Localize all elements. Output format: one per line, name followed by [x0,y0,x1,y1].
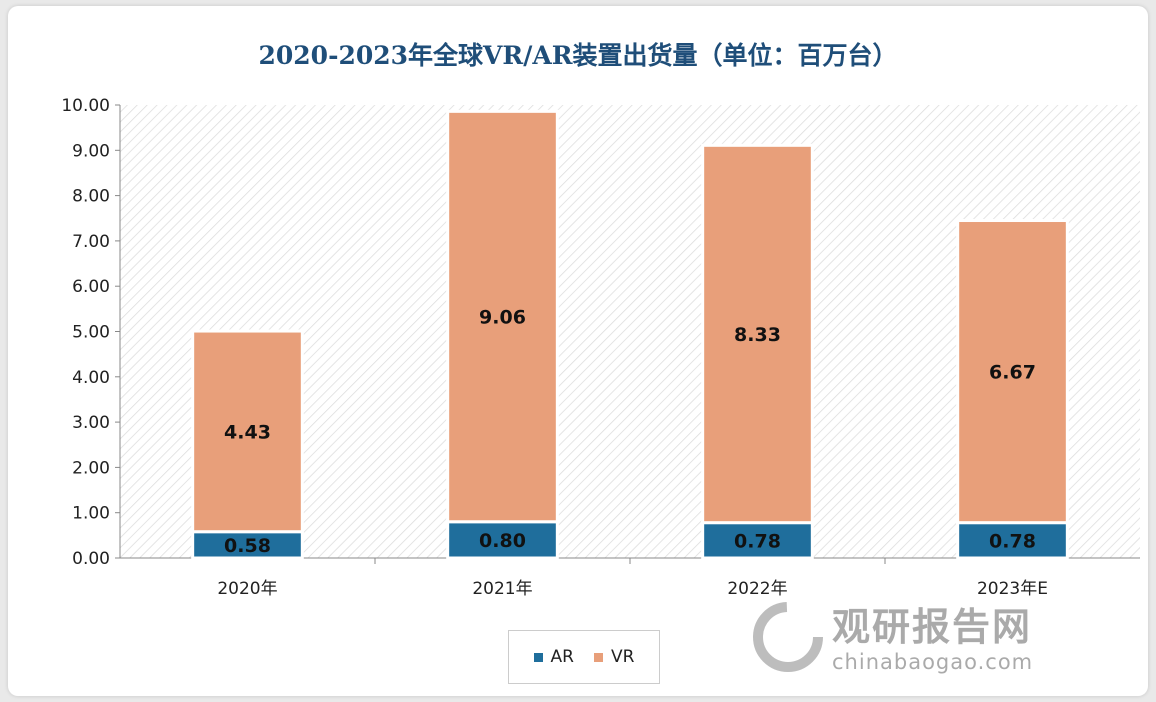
y-tick-label: 1.00 [72,504,110,524]
stacked-bar-chart: 0.00 1.00 2.00 3.00 4.00 5.00 6.00 7.00 8.00 9.00… [61,96,1140,599]
y-tick-label: 2.00 [72,458,110,478]
data-label: 4.43 [224,421,271,443]
data-label: 6.67 [989,362,1036,384]
y-tick-label: 10.00 [61,96,110,116]
data-label: 0.58 [224,535,271,557]
bar-ar [956,521,1069,560]
legend-item-vr: VR [594,647,634,667]
legend: AR VR [508,630,660,684]
y-tick-label: 0.00 [72,549,110,569]
x-tick-label: 2023年E [977,579,1048,599]
bar-vr [701,143,814,525]
y-tick-label: 9.00 [72,141,110,161]
data-label: 0.78 [989,530,1036,552]
legend-item-ar: AR [533,647,574,667]
data-label: 9.06 [479,307,526,329]
data-label: 0.78 [734,530,781,552]
data-label: 0.80 [479,530,526,552]
y-tick-label: 5.00 [72,323,110,343]
y-tick-label: 4.00 [72,368,110,388]
bar-vr [446,109,559,524]
y-tick-label: 7.00 [72,232,110,252]
watermark-logo: 观研报告网 chinabaogao.com [748,592,1068,682]
y-tick-label: 3.00 [72,413,110,433]
x-tick-label: 2021年 [472,579,532,599]
chart-title: 2020-2023年全球VR/AR装置出货量（单位：百万台） [258,41,898,70]
y-tick-label: 8.00 [72,187,110,207]
x-tick-label: 2020年 [217,579,277,599]
bar-vr [956,219,1069,525]
y-tick-label: 6.00 [72,277,110,297]
x-tick-label: 2022年 [727,579,787,599]
data-label: 8.33 [734,324,781,346]
bar-vr [191,329,304,534]
logo-icon [753,602,823,672]
chart-card: 2020-2023年全球VR/AR装置出货量（单位：百万台） 0.00 1.00 2… [8,6,1148,696]
